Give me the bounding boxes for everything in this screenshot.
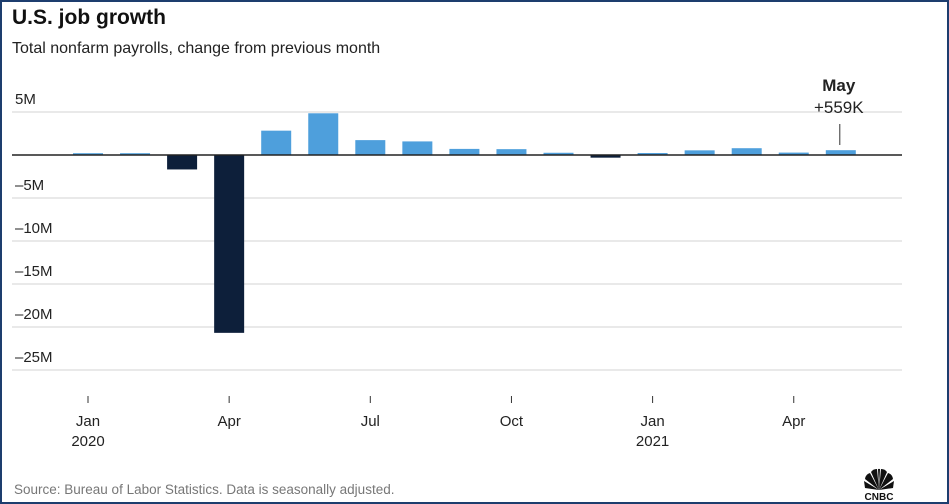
chart-title: U.S. job growth xyxy=(12,6,166,29)
annotation-value-label: +559K xyxy=(814,98,864,117)
y-tick-label: 5M xyxy=(15,91,36,108)
bar xyxy=(825,150,856,155)
bar xyxy=(731,148,762,155)
x-tick-label: Jan xyxy=(76,413,100,430)
x-axis-ticks: Jan 2020 Apr Jul Oct Jan 2021 Apr xyxy=(71,396,805,450)
x-tick-label: Jan xyxy=(641,413,665,430)
x-tick-label: Oct xyxy=(500,413,524,430)
bar xyxy=(73,153,103,155)
y-tick-label: –5M xyxy=(15,177,44,194)
bar xyxy=(355,140,386,155)
bar xyxy=(261,130,292,155)
y-axis-labels: 5M –5M –10M –15M –20M –25M xyxy=(15,91,53,366)
y-tick-label: –25M xyxy=(15,349,53,366)
annotation: May +559K xyxy=(814,76,864,145)
cnbc-logo-text: CNBC xyxy=(865,492,894,502)
gridlines xyxy=(12,111,902,371)
bar xyxy=(402,141,433,155)
x-tick-label: Apr xyxy=(782,413,805,430)
bar xyxy=(543,152,574,155)
x-tick-label: Apr xyxy=(217,413,240,430)
chart-subtitle: Total nonfarm payrolls, change from prev… xyxy=(12,40,381,57)
annotation-month-label: May xyxy=(822,76,856,95)
bar xyxy=(778,152,809,155)
bar xyxy=(308,113,339,155)
y-tick-label: –15M xyxy=(15,263,53,280)
bar xyxy=(637,153,668,155)
peacock-feathers-icon xyxy=(864,468,894,490)
bar xyxy=(167,155,198,170)
bar xyxy=(449,148,480,155)
bar xyxy=(684,150,715,155)
x-tick-year-label: 2020 xyxy=(71,433,104,450)
x-tick-label: Jul xyxy=(361,413,380,430)
cnbc-peacock-logo: CNBC xyxy=(864,468,894,502)
source-note: Source: Bureau of Labor Statistics. Data… xyxy=(14,482,395,497)
bar xyxy=(120,153,151,155)
y-tick-label: –20M xyxy=(15,306,53,323)
bars xyxy=(73,113,856,333)
x-tick-year-label: 2021 xyxy=(636,433,669,450)
bar xyxy=(590,155,621,158)
bar xyxy=(214,155,245,333)
y-tick-label: –10M xyxy=(15,220,53,237)
bar xyxy=(496,149,527,155)
